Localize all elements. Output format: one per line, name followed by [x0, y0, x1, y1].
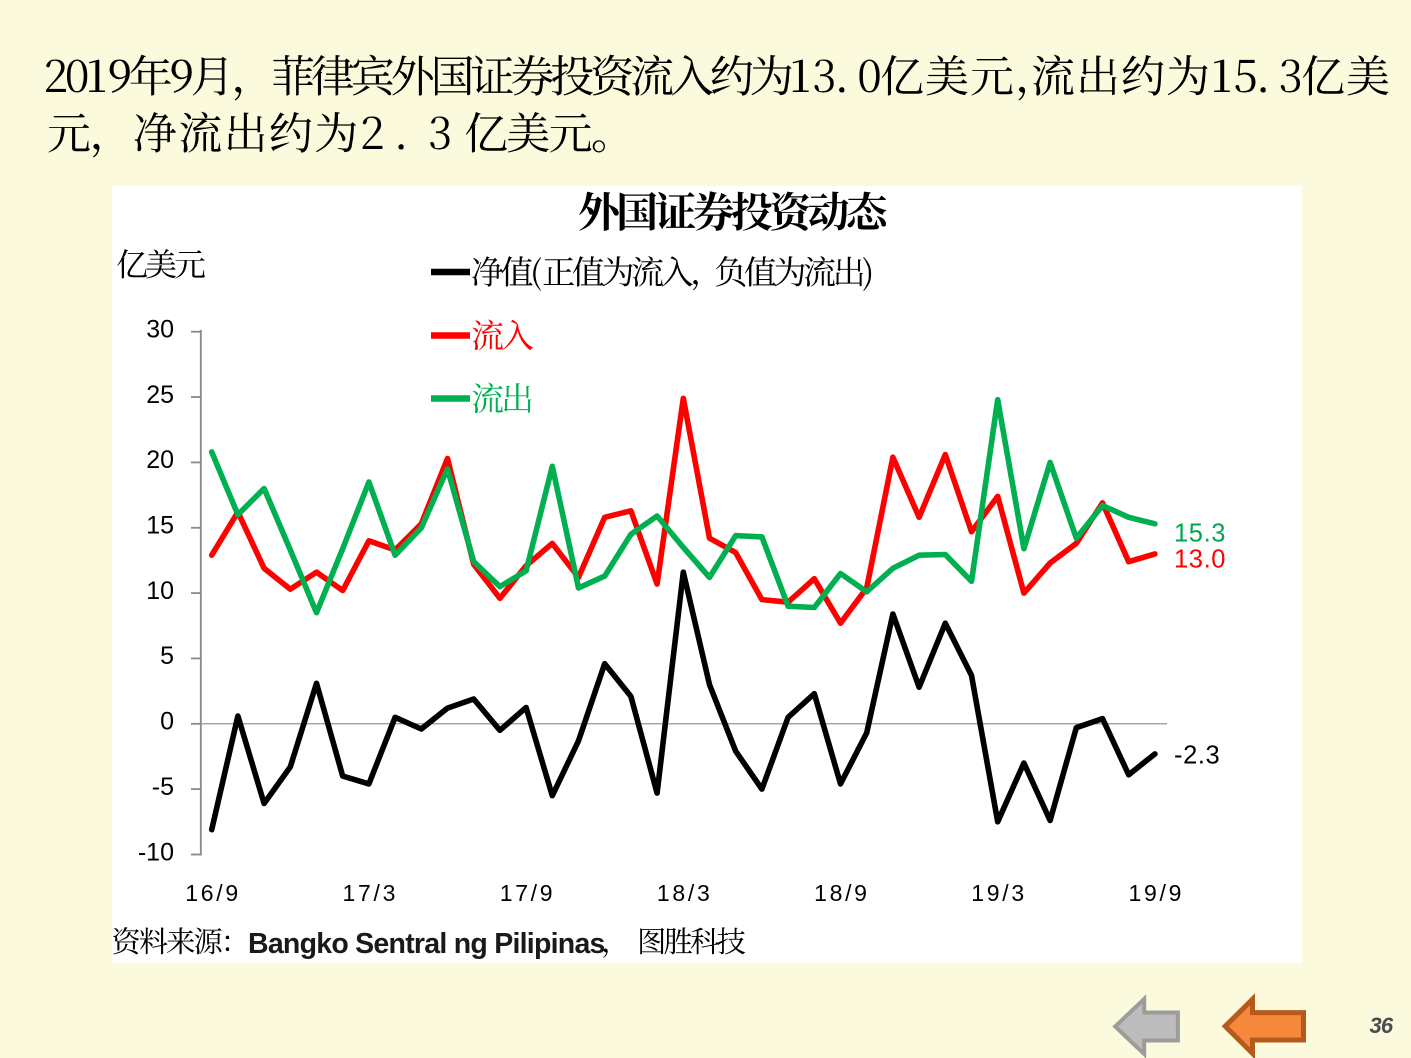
svg-text:19/3: 19/3	[971, 880, 1027, 906]
svg-text:18/3: 18/3	[657, 880, 713, 906]
svg-text:20: 20	[146, 446, 174, 474]
svg-text:5: 5	[160, 642, 174, 670]
svg-text:17/3: 17/3	[343, 880, 399, 906]
svg-text:-10: -10	[138, 838, 174, 866]
svg-text:25: 25	[146, 381, 174, 409]
svg-text:36: 36	[1370, 1013, 1394, 1038]
svg-text:0: 0	[160, 708, 174, 736]
svg-text:-2.3: -2.3	[1174, 742, 1220, 770]
svg-text:15.3: 15.3	[1174, 520, 1226, 548]
svg-text:10: 10	[146, 577, 174, 605]
svg-text:30: 30	[146, 316, 174, 344]
svg-text:Bangko Sentral ng Pilipinas: Bangko Sentral ng Pilipinas	[248, 928, 605, 960]
svg-text:19/9: 19/9	[1129, 880, 1185, 906]
svg-text:18/9: 18/9	[814, 880, 870, 906]
svg-text:15: 15	[146, 512, 174, 540]
svg-text:17/9: 17/9	[500, 880, 556, 906]
svg-text:13.0: 13.0	[1174, 546, 1226, 574]
svg-text:16/9: 16/9	[185, 880, 241, 906]
svg-text:-5: -5	[152, 773, 174, 801]
